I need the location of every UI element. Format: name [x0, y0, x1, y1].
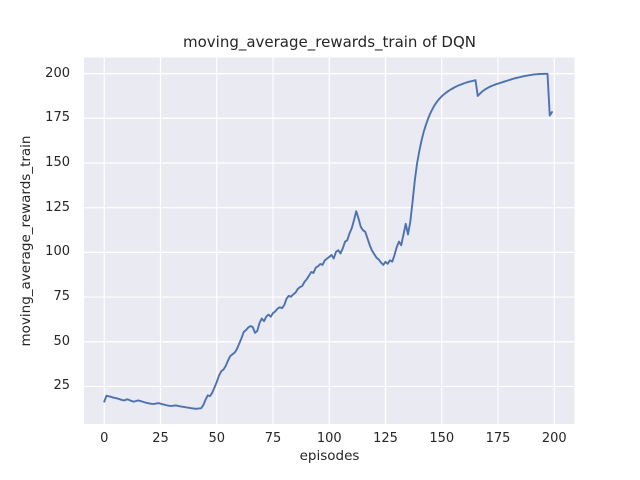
x-axis-label: episodes [299, 448, 360, 464]
y-tick-label: 200 [45, 65, 70, 81]
x-tick-label: 175 [485, 430, 511, 446]
y-tick-label: 100 [45, 244, 70, 260]
x-tick-label: 25 [152, 430, 169, 446]
x-tick-label: 125 [373, 430, 398, 446]
y-tick-label: 125 [45, 199, 70, 215]
y-tick-label: 50 [53, 333, 70, 349]
x-tick-label: 0 [100, 430, 109, 446]
x-tick-label: 100 [316, 430, 342, 446]
x-tick-label: 150 [429, 430, 455, 446]
y-tick-label: 25 [53, 378, 70, 394]
y-tick-label: 75 [53, 289, 70, 305]
x-tick-label: 50 [208, 430, 226, 446]
x-tick-label: 200 [541, 430, 567, 446]
x-tick-label: 75 [264, 430, 282, 446]
data-line [103, 72, 553, 410]
y-tick-label: 175 [45, 110, 70, 126]
chart-title: moving_average_rewards_train of DQN [182, 33, 477, 51]
y-tick-label: 150 [45, 154, 70, 170]
